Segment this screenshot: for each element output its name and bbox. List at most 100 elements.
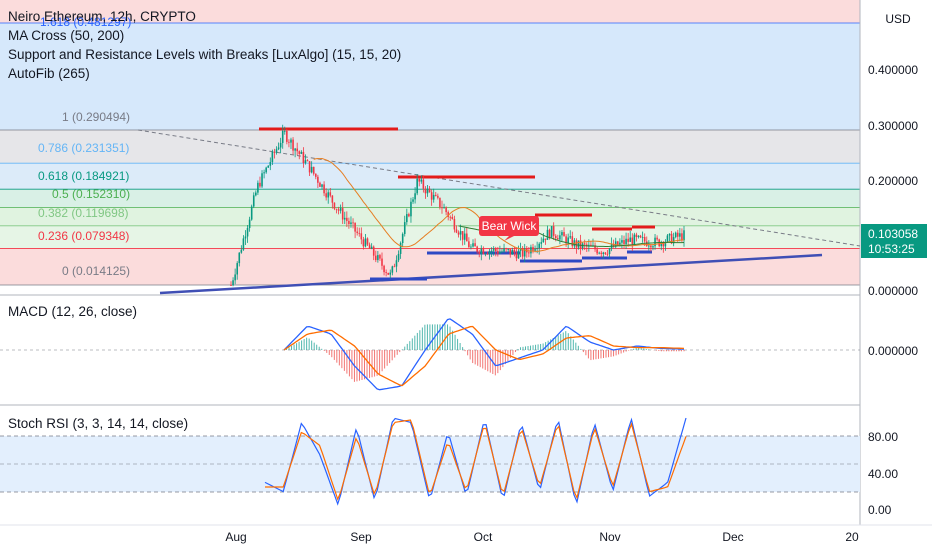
symbol-title[interactable]: Neiro Ethereum, 12h, CRYPTO [8, 9, 196, 24]
price-tick: 0.400000 [868, 63, 918, 77]
candle-body [352, 222, 354, 224]
bear-wick-label[interactable]: Bear Wick [479, 216, 539, 241]
candle-body [619, 242, 621, 246]
trendlines[interactable] [137, 129, 861, 295]
candle-body [606, 253, 609, 255]
candle-body [676, 232, 679, 237]
time-tick: 20 [845, 530, 859, 544]
candle-body [561, 232, 563, 236]
candle-body [614, 241, 617, 247]
candle-body [660, 242, 663, 247]
candle-body [623, 240, 625, 245]
candle-body [656, 237, 658, 240]
candle-body [259, 182, 261, 187]
candle-body [679, 233, 681, 237]
candle-body [263, 172, 265, 174]
macd-line[interactable] [283, 318, 685, 391]
time-axis[interactable]: Aug Sep Oct Nov Dec 20 [225, 530, 859, 544]
candle-body [596, 249, 598, 254]
candle-body [683, 230, 685, 241]
candle-body [341, 208, 344, 220]
candle-body [317, 176, 319, 183]
candle-body [534, 249, 536, 251]
candle-body [474, 243, 476, 247]
candle-body [267, 165, 270, 168]
ascending-trendline[interactable] [159, 253, 823, 295]
candle-body [337, 209, 340, 211]
time-tick: Dec [722, 530, 743, 544]
candle-body [315, 173, 317, 177]
candle-body [645, 241, 648, 246]
stoch-axis: 80.00 40.00 0.00 [868, 430, 898, 517]
candle-body [590, 244, 592, 246]
stoch-tick: 80.00 [868, 430, 898, 444]
support-resistance-levels[interactable] [259, 127, 655, 281]
stoch-legend[interactable]: Stoch RSI (3, 3, 14, 14, close) [8, 416, 189, 431]
candle-body [358, 232, 361, 234]
candle-body [430, 192, 433, 200]
descending-trendline[interactable] [137, 129, 861, 247]
candle-body [447, 212, 449, 217]
price-tick: 0.200000 [868, 174, 918, 188]
candle-body [443, 207, 445, 209]
candle-body [681, 233, 683, 241]
candle-body [387, 272, 390, 275]
bear-wick-text: Bear Wick [482, 219, 538, 233]
candle-body [542, 238, 545, 243]
candle-body [374, 255, 377, 261]
candle-body [432, 194, 435, 200]
candle-body [300, 151, 303, 154]
candle-body [292, 139, 294, 151]
candle-body [530, 246, 532, 254]
candle-body [509, 249, 512, 255]
candle-body [325, 193, 327, 198]
currency-selector[interactable]: USD [885, 12, 911, 26]
candle-body [244, 236, 247, 239]
candle-body [480, 248, 483, 254]
candle-body [364, 238, 367, 247]
candle-body [552, 226, 555, 236]
candle-body [455, 229, 458, 233]
candle-body [449, 216, 452, 218]
candle-body [422, 179, 425, 189]
indicator-autofib[interactable]: AutoFib (265) [8, 66, 90, 81]
candle-body [472, 243, 474, 247]
macd-histogram[interactable] [284, 324, 685, 382]
price-axis[interactable]: 0.400000 0.300000 0.200000 0.000000 [868, 63, 918, 298]
candle-body [397, 253, 400, 261]
candle-body [538, 243, 541, 249]
candle-body [393, 266, 396, 268]
candle-body [625, 238, 627, 245]
candle-body [265, 167, 267, 173]
candle-body [286, 130, 288, 142]
candle-body [319, 182, 321, 187]
macd-legend[interactable]: MACD (12, 26, close) [8, 304, 138, 319]
candle-body [434, 194, 437, 196]
indicator-ma-cross[interactable]: MA Cross (50, 200) [8, 28, 125, 43]
indicator-sr-levels[interactable]: Support and Resistance Levels with Break… [8, 47, 402, 62]
candle-body [598, 252, 600, 254]
stoch-d-line[interactable] [265, 419, 687, 501]
candle-body [335, 208, 338, 210]
candle-body [372, 246, 375, 256]
candle-body [563, 232, 565, 237]
candle-body [379, 255, 381, 259]
macd-signal-line[interactable] [283, 325, 685, 387]
candle-body [323, 184, 325, 194]
stoch-tick: 40.00 [868, 467, 898, 481]
candle-body [451, 216, 454, 220]
fib-label-0: 0 (0.014125) [62, 264, 130, 278]
candle-body [366, 238, 369, 245]
candle-body [391, 266, 394, 273]
candle-body [294, 148, 296, 151]
fib-label-0618: 0.618 (0.184921) [38, 169, 129, 183]
candle-body [482, 248, 485, 254]
candle-body [497, 251, 499, 254]
candle-body [674, 232, 677, 238]
candle-body [559, 235, 561, 240]
fib-label-0382: 0.382 (0.119698) [38, 206, 129, 220]
candle-body [554, 235, 557, 239]
candle-body [511, 249, 514, 255]
candle-body [528, 252, 530, 254]
